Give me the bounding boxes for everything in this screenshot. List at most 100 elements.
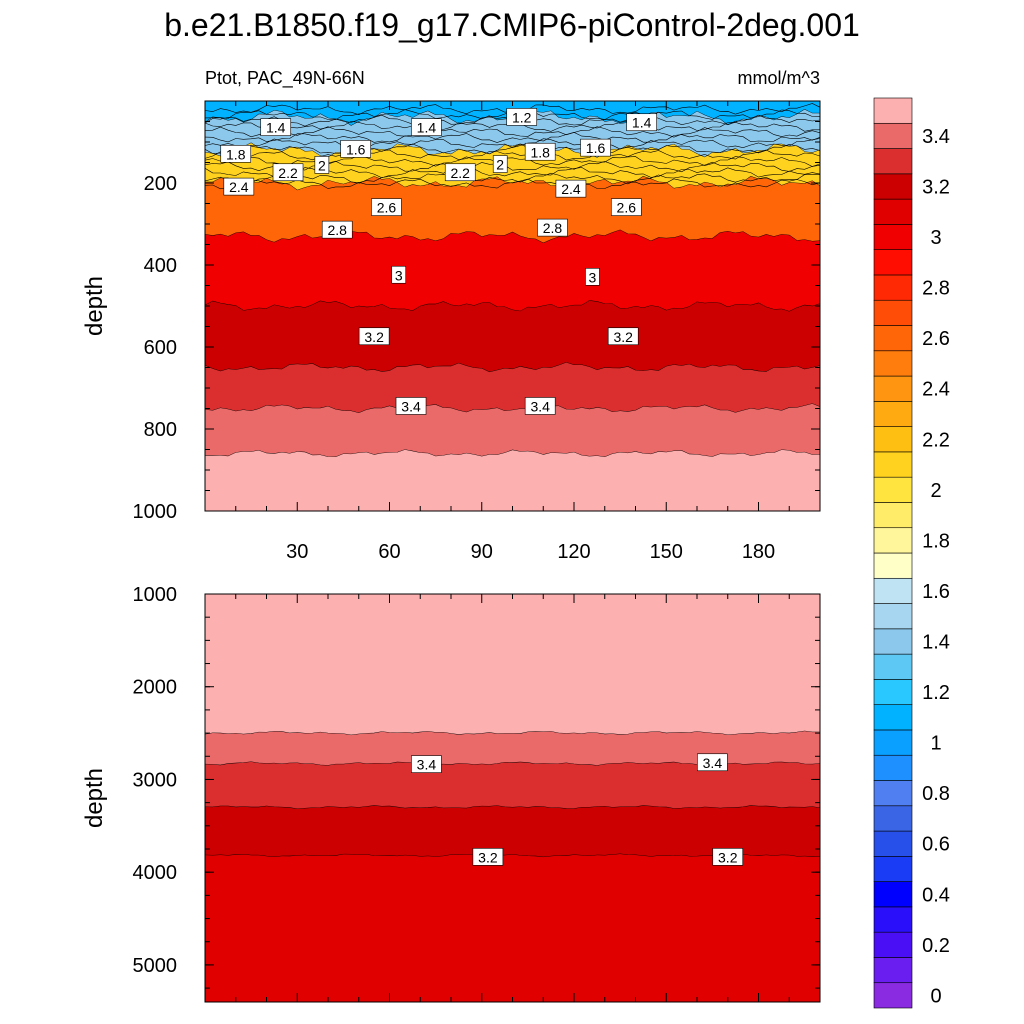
colorbar-label: 2.6 <box>922 328 950 350</box>
lower-contour-panel: 1000 2000 3000 4000 5000 depth 3.4 3.4 3.2 3.2 <box>81 584 821 1003</box>
contour-label: 1.6 <box>580 138 611 157</box>
contour-line <box>204 172 820 185</box>
colorbar-label: 2.4 <box>922 379 950 401</box>
contour-band <box>205 761 820 809</box>
contour-band <box>205 805 820 858</box>
y-tick-label: 400 <box>144 255 177 277</box>
svg-text:3.4: 3.4 <box>401 398 421 414</box>
svg-text:1.6: 1.6 <box>586 140 606 156</box>
x-tick-label: 150 <box>650 541 683 563</box>
colorbar-label: 2.2 <box>922 429 950 451</box>
colorbar-label: 0 <box>930 985 941 1007</box>
contour-label: 1.4 <box>411 118 442 136</box>
svg-text:2.2: 2.2 <box>278 165 298 181</box>
x-tick-label: 90 <box>471 541 493 563</box>
svg-text:3.2: 3.2 <box>718 849 738 865</box>
colorbar-label: 1.2 <box>922 682 950 704</box>
colorbar-swatch <box>873 805 913 832</box>
contour-band <box>205 854 820 1002</box>
svg-text:2: 2 <box>318 157 326 173</box>
contour-label: 2.6 <box>610 198 642 216</box>
colorbar-swatch <box>873 401 913 427</box>
svg-text:3.2: 3.2 <box>478 849 498 865</box>
contour-line <box>204 155 821 167</box>
contour-band <box>205 230 820 312</box>
colorbar-label: 3.4 <box>922 126 950 148</box>
svg-text:2.8: 2.8 <box>327 222 347 238</box>
contour-label: 1.4 <box>260 118 292 136</box>
colorbar-label: 2 <box>930 480 941 502</box>
contour-line <box>204 160 821 173</box>
colorbar-label: 1.8 <box>922 530 950 552</box>
svg-text:1.2: 1.2 <box>512 109 532 125</box>
contour-label: 1.8 <box>524 142 556 161</box>
colorbar-swatch <box>873 628 913 655</box>
y-tick-label: 1000 <box>133 501 178 523</box>
colorbar-swatch <box>873 653 913 680</box>
contour-label: 1.8 <box>220 145 252 163</box>
chart-title: b.e21.B1850.f19_g17.CMIP6-piControl-2deg… <box>164 7 860 43</box>
colorbar-swatch <box>873 780 913 807</box>
colorbar-swatch <box>873 198 913 225</box>
colorbar-swatch <box>873 957 913 984</box>
contour-label: 2.4 <box>223 177 255 196</box>
contour-band <box>205 731 820 766</box>
colorbar-label: 0.6 <box>922 834 950 856</box>
colorbar-swatch <box>873 274 913 301</box>
contour-label: 3 <box>391 265 407 284</box>
x-tick-label: 180 <box>742 541 775 563</box>
svg-text:3.2: 3.2 <box>613 329 633 345</box>
colorbar: 0 0.2 0.4 0.6 0.8 1 1.2 1.4 1.6 1.8 2 2.2 2.4 2.6 2.8 3… <box>873 97 950 1009</box>
contour-label: 2.8 <box>537 218 568 237</box>
contour-label: 2.8 <box>321 220 353 239</box>
variable-label: Ptot, PAC_49N-66N <box>205 68 365 89</box>
colorbar-swatch <box>873 527 913 554</box>
colorbar-swatch <box>873 502 913 529</box>
y-tick-label: 800 <box>144 419 177 441</box>
y-tick-label: 4000 <box>133 862 178 884</box>
y-tick-label: 600 <box>144 337 177 359</box>
colorbar-swatch <box>873 881 913 908</box>
contour-band <box>205 300 820 373</box>
contour-line <box>204 126 821 138</box>
contour-label: 3.2 <box>472 848 504 866</box>
colorbar-swatch <box>873 603 913 630</box>
svg-text:3.4: 3.4 <box>703 755 723 771</box>
colorbar-swatch <box>873 679 913 705</box>
x-tick-label: 60 <box>378 541 400 563</box>
contour-band <box>205 594 820 736</box>
svg-text:1.4: 1.4 <box>632 115 652 131</box>
contour-label: 2.2 <box>444 163 476 182</box>
svg-text:2.4: 2.4 <box>561 181 581 197</box>
contour-line <box>204 178 821 190</box>
y-tick-label: 1000 <box>133 584 178 606</box>
y-axis-label: depth <box>81 768 108 828</box>
colorbar-swatch <box>873 552 913 579</box>
colorbar-swatch <box>873 249 913 276</box>
colorbar-label: 1.6 <box>922 581 950 603</box>
contour-band <box>205 403 820 457</box>
colorbar-swatch <box>873 982 913 1009</box>
upper-contour-panel: 30 60 90 120 150 180 200 400 600 800 1000 depth 1.2 1… <box>81 100 821 563</box>
colorbar-label: 1 <box>930 733 941 755</box>
svg-text:2.8: 2.8 <box>543 220 563 236</box>
colorbar-label: 2.8 <box>922 278 950 300</box>
svg-text:2: 2 <box>496 157 504 173</box>
colorbar-swatch <box>873 476 913 503</box>
colorbar-swatch <box>873 451 913 478</box>
colorbar-swatch <box>873 325 913 352</box>
contour-label: 3.2 <box>607 327 639 346</box>
colorbar-swatch <box>873 856 913 882</box>
svg-text:2.6: 2.6 <box>377 200 397 216</box>
contour-label: 2.6 <box>371 198 402 216</box>
contour-label: 3.2 <box>358 327 390 346</box>
contour-line <box>204 167 821 179</box>
svg-text:3.2: 3.2 <box>364 329 384 345</box>
y-tick-label: 5000 <box>133 955 178 977</box>
contour-band <box>205 176 820 244</box>
svg-text:1.8: 1.8 <box>530 144 550 160</box>
contour-line <box>204 143 821 155</box>
contour-label: 3.4 <box>697 753 728 772</box>
colorbar-swatch <box>873 299 913 326</box>
